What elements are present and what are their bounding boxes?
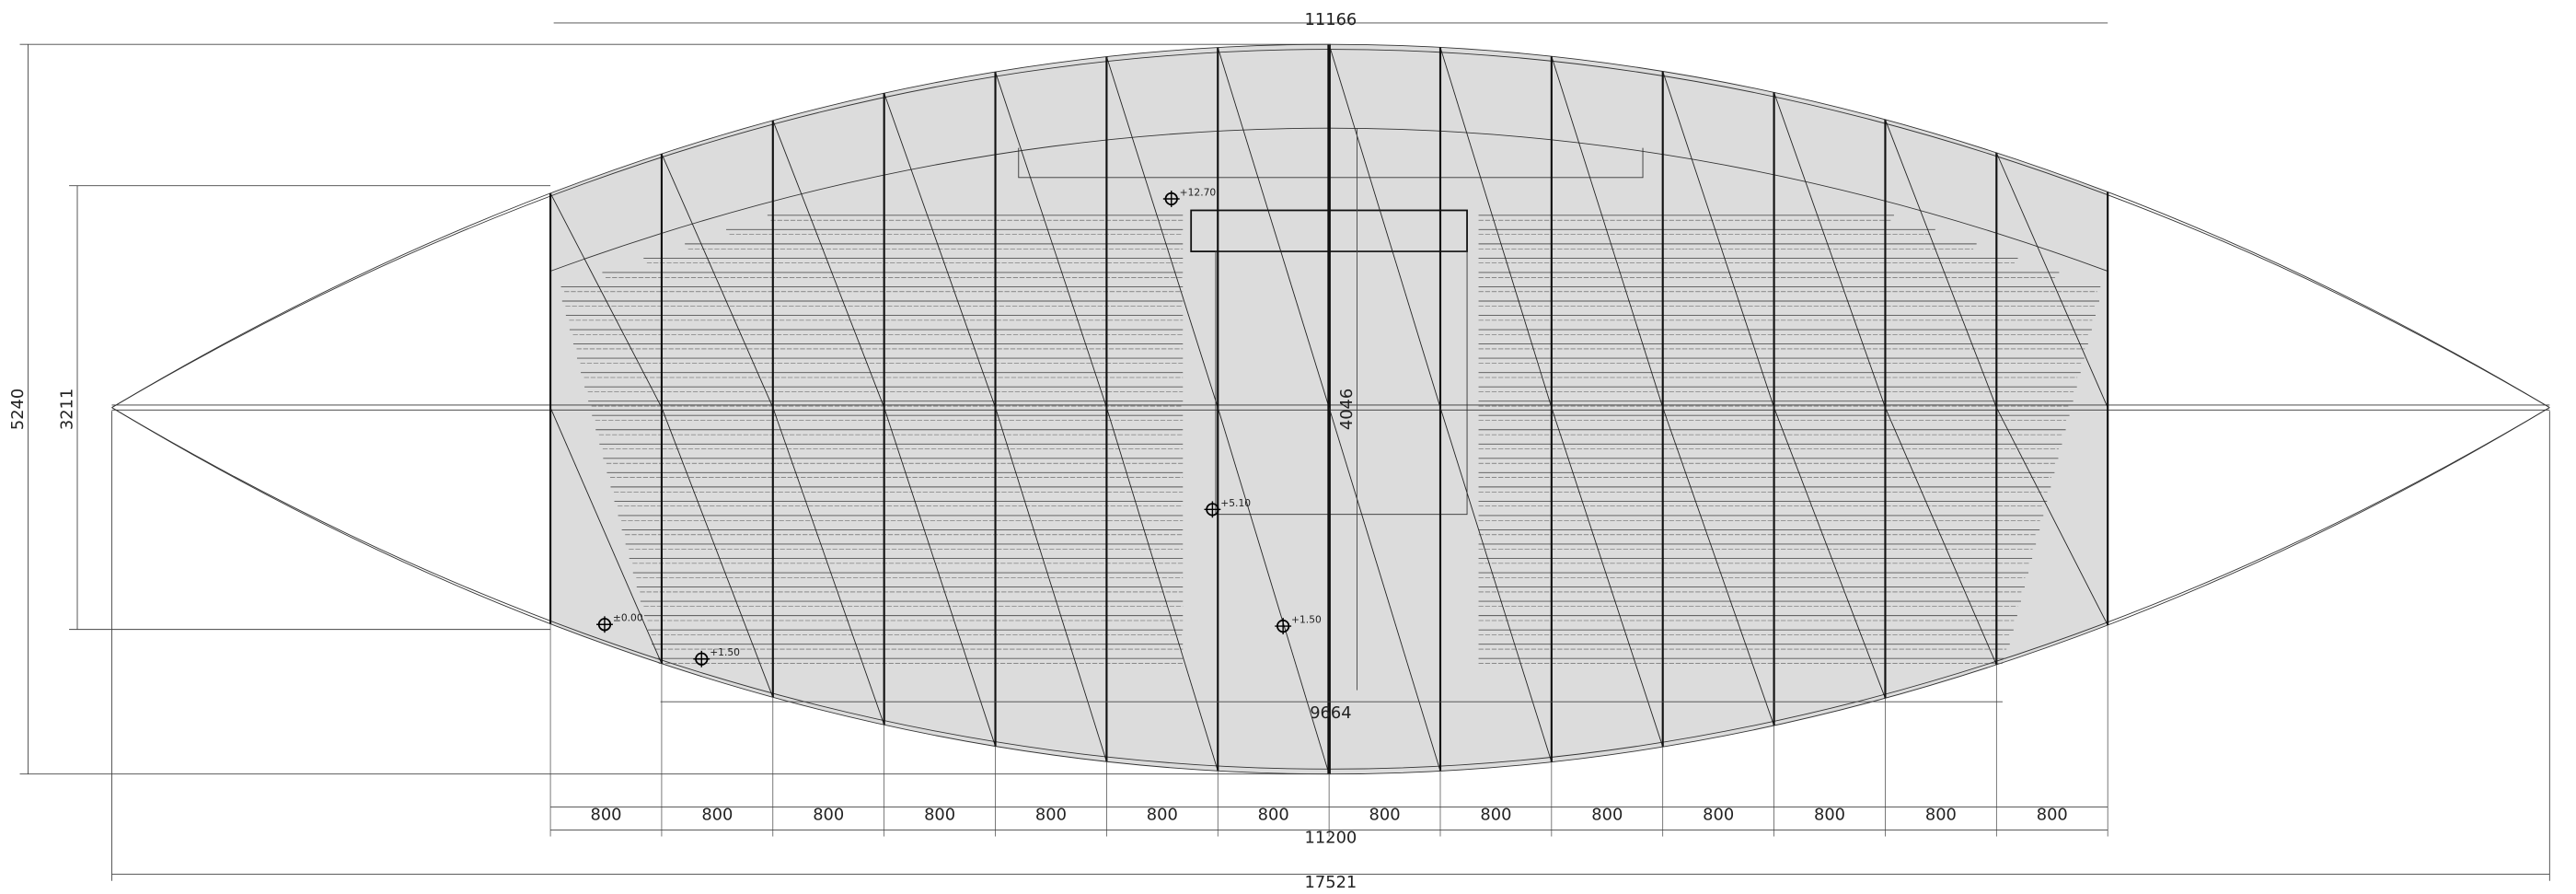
brace [1551, 407, 1664, 748]
level-marks: +12.70 +5.10 +1.50 ±0.00 +1.50 [596, 186, 1322, 668]
bay-label: 800 [1591, 806, 1623, 825]
bay-label: 800 [701, 806, 733, 825]
brace [1328, 44, 1441, 408]
brace [1217, 47, 1330, 408]
level-label: ±0.00 [613, 612, 643, 624]
brace [1439, 47, 1553, 408]
level-label: +5.10 [1220, 497, 1251, 509]
bay-label: 800 [813, 806, 844, 825]
bay-label: 800 [1703, 806, 1734, 825]
brace [995, 71, 1107, 408]
brace [884, 92, 996, 408]
bay-label: 800 [590, 806, 621, 825]
bay-label: 800 [1035, 806, 1067, 825]
bay-label: 800 [1480, 806, 1511, 825]
dim-label: 4046 [1337, 389, 1357, 430]
brace [1328, 407, 1441, 772]
seating [560, 215, 2101, 664]
dim-label: 9664 [1310, 703, 1351, 723]
dim-label: 5240 [8, 389, 28, 430]
frames [549, 44, 2109, 837]
brace [995, 407, 1107, 762]
bay-label: 800 [1369, 806, 1401, 825]
brace [772, 120, 885, 408]
brace [1995, 152, 2108, 408]
bay-label: 800 [1147, 806, 1178, 825]
brace [661, 407, 774, 698]
dim-label: 11200 [1305, 829, 1357, 848]
brace [1662, 71, 1775, 408]
bay-label: 800 [1258, 806, 1289, 825]
brace [549, 407, 663, 664]
brace [1662, 407, 1775, 726]
brace [1885, 407, 1997, 666]
brace [1885, 119, 1997, 408]
bay-label: 800 [2037, 806, 2068, 825]
bay-label: 800 [1814, 806, 1845, 825]
dim-label: 3211 [58, 389, 77, 430]
brace [772, 407, 885, 726]
brace [1773, 92, 1886, 408]
level-label: +12.70 [1180, 186, 1217, 198]
brace [661, 153, 774, 408]
brace [1551, 56, 1664, 408]
brace [884, 407, 996, 747]
brace [1105, 56, 1219, 408]
brace [1995, 407, 2108, 626]
dim-label: 17521 [1305, 873, 1357, 892]
brace [1439, 407, 1553, 762]
brace [549, 192, 663, 408]
bay-label: 800 [1925, 806, 1957, 825]
dim-label: 11166 [1305, 10, 1357, 29]
stage-area [1215, 250, 1468, 516]
level-label: +1.50 [710, 646, 740, 658]
brace [1773, 407, 1886, 699]
brace [1105, 407, 1219, 772]
bay-label: 800 [924, 806, 955, 825]
level-label: +1.50 [1291, 613, 1322, 625]
brace [1217, 407, 1330, 774]
